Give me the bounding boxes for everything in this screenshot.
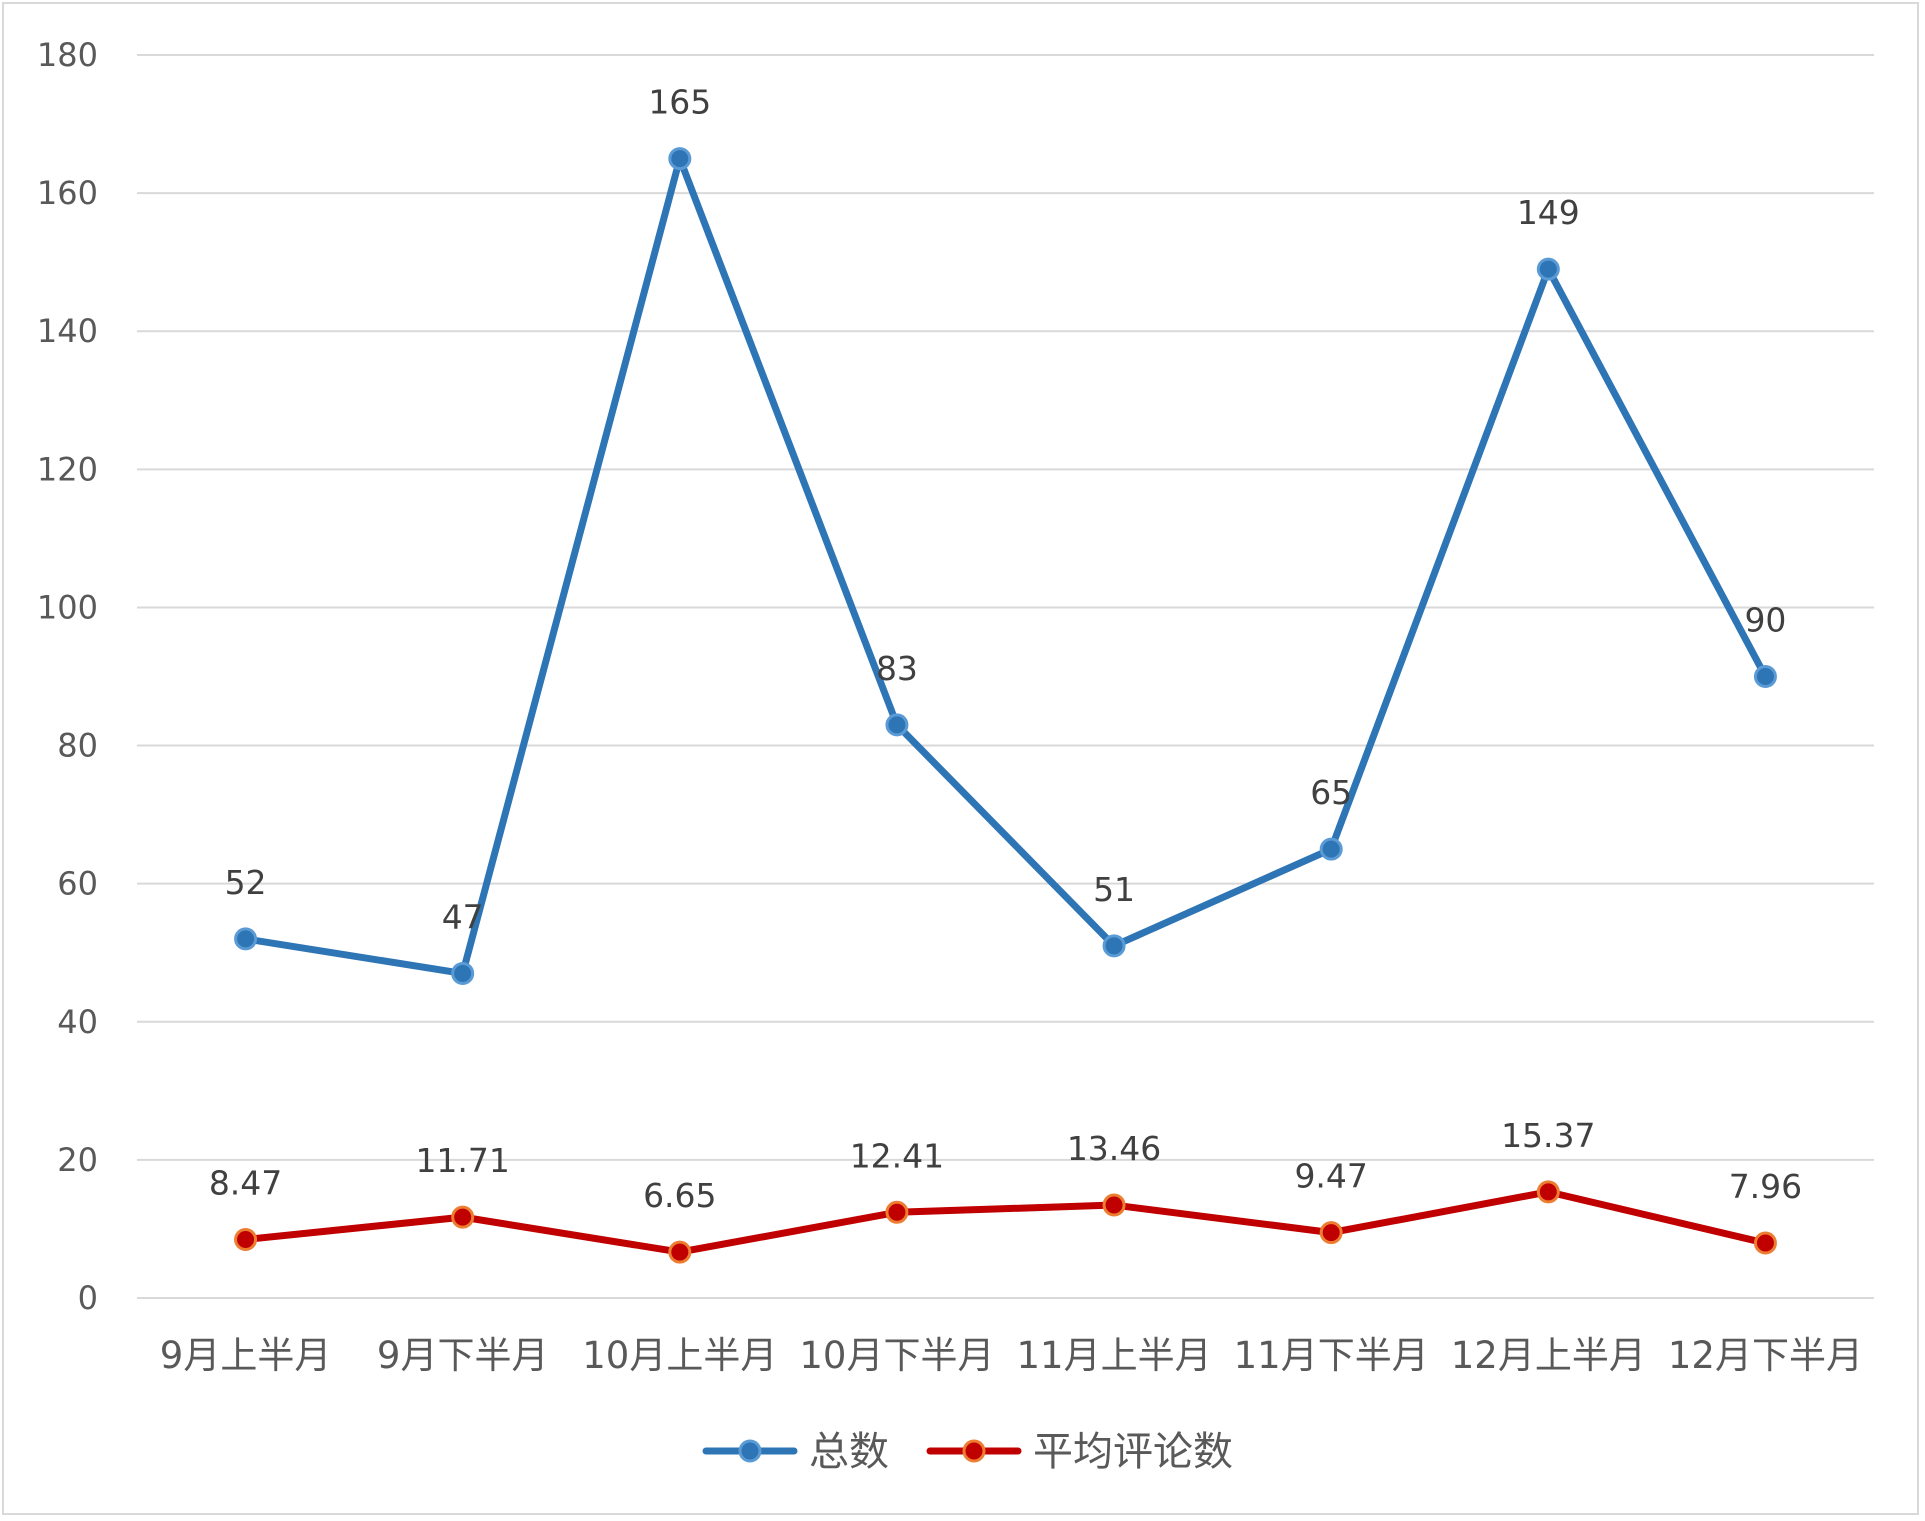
x-axis-categories: 9月上半月 9月下半月 10月上半月 10月下半月 11月上半月 11月下半月 12月上半月… xyxy=(160,1334,1863,1377)
legend-label: 平均评论数 xyxy=(1033,1429,1233,1475)
data-label: 9.47 xyxy=(1294,1157,1367,1196)
y-tick-label: 40 xyxy=(57,1003,98,1041)
legend-label: 总数 xyxy=(809,1429,889,1475)
data-label: 12.41 xyxy=(850,1136,944,1175)
y-tick-label: 160 xyxy=(37,174,98,212)
data-label: 149 xyxy=(1517,193,1580,232)
x-category-label: 9月下半月 xyxy=(377,1334,549,1377)
data-label: 90 xyxy=(1744,601,1786,640)
data-point-1 xyxy=(668,1240,692,1264)
data-label: 47 xyxy=(442,897,484,936)
y-tick-label: 120 xyxy=(37,450,98,488)
data-label: 83 xyxy=(876,649,918,688)
data-point-1 xyxy=(1102,1193,1126,1217)
series-line-0 xyxy=(242,155,1769,977)
x-category-label: 12月上半月 xyxy=(1451,1334,1646,1377)
series-line-1 xyxy=(242,1188,1769,1256)
data-label: 13.46 xyxy=(1067,1129,1161,1168)
legend-marker-0 xyxy=(738,1439,762,1463)
data-label: 165 xyxy=(648,83,711,122)
x-category-label: 10月上半月 xyxy=(582,1334,777,1377)
y-tick-label: 20 xyxy=(57,1141,98,1179)
data-label: 15.37 xyxy=(1501,1116,1595,1155)
data-point-0 xyxy=(234,927,258,951)
data-point-0 xyxy=(1319,837,1343,861)
data-label: 8.47 xyxy=(209,1164,282,1203)
data-point-1 xyxy=(885,1200,909,1224)
data-point-1 xyxy=(234,1228,258,1252)
data-point-1 xyxy=(1536,1180,1560,1204)
x-category-label: 10月下半月 xyxy=(799,1334,994,1377)
data-point-0 xyxy=(451,961,475,985)
y-tick-label: 80 xyxy=(57,727,98,765)
data-point-0 xyxy=(1536,257,1560,281)
data-label: 51 xyxy=(1093,870,1135,909)
legend-marker-1 xyxy=(962,1439,986,1463)
y-tick-label: 60 xyxy=(57,865,98,903)
x-category-label: 11月上半月 xyxy=(1017,1334,1212,1377)
legend: 总数 平均评论数 xyxy=(702,1429,1233,1475)
data-label: 65 xyxy=(1310,773,1352,812)
data-labels: 52 47 165 83 51 65 149 90 8.47 11.71 6.65 12.41 13.4… xyxy=(209,83,1802,1215)
data-label: 11.71 xyxy=(415,1141,509,1180)
data-point-0 xyxy=(668,147,692,171)
y-axis-ticks: 0 20 40 60 80 100 120 140 160 180 xyxy=(37,36,98,1317)
data-label: 7.96 xyxy=(1729,1167,1802,1206)
y-tick-label: 180 xyxy=(37,36,98,74)
line-chart: 0 20 40 60 80 100 120 140 160 180 9月上半月 9月下半月 10月上半… xyxy=(37,36,1874,1475)
data-point-1 xyxy=(451,1205,475,1229)
data-point-0 xyxy=(1102,934,1126,958)
data-label: 52 xyxy=(225,863,267,902)
x-category-label: 12月下半月 xyxy=(1668,1334,1863,1377)
x-category-label: 11月下半月 xyxy=(1234,1334,1429,1377)
x-category-label: 9月上半月 xyxy=(160,1334,332,1377)
y-tick-label: 0 xyxy=(78,1279,98,1317)
data-point-0 xyxy=(1753,665,1777,688)
data-point-1 xyxy=(1753,1231,1777,1255)
data-point-0 xyxy=(885,713,909,737)
series-lines xyxy=(234,147,1777,1264)
data-label: 6.65 xyxy=(643,1176,716,1215)
y-tick-label: 140 xyxy=(37,312,98,350)
data-point-1 xyxy=(1319,1221,1343,1245)
gridlines xyxy=(137,54,1874,1299)
y-tick-label: 100 xyxy=(37,588,98,626)
